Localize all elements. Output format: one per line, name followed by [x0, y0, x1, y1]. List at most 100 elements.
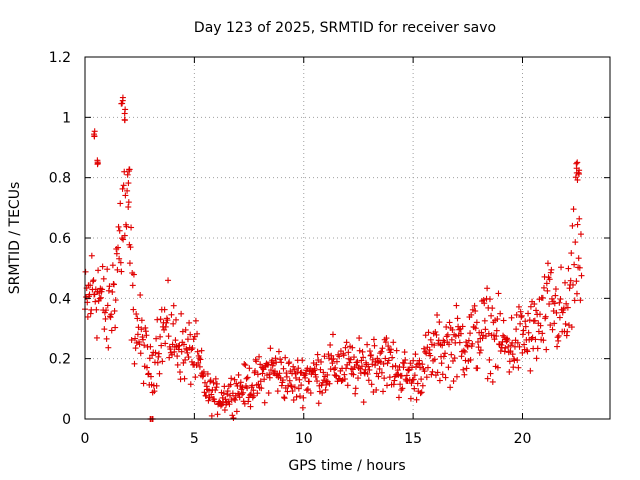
data-point — [201, 389, 208, 396]
data-point — [97, 294, 104, 301]
data-point — [423, 374, 430, 381]
data-point — [105, 344, 112, 351]
data-point — [183, 345, 190, 352]
data-point — [514, 339, 521, 346]
data-point — [104, 266, 111, 273]
data-point — [87, 282, 94, 289]
data-point — [176, 342, 183, 349]
data-point — [537, 322, 544, 329]
data-point — [282, 354, 289, 361]
data-point — [414, 380, 421, 387]
data-point — [108, 311, 115, 318]
data-point — [99, 263, 106, 270]
data-point — [521, 341, 528, 348]
data-point — [155, 353, 162, 360]
data-point — [88, 306, 95, 313]
data-point — [141, 342, 148, 349]
data-point — [571, 261, 578, 268]
data-point — [525, 310, 532, 317]
data-point — [247, 403, 254, 410]
data-point — [482, 326, 489, 333]
data-point — [364, 341, 371, 348]
data-point — [434, 312, 441, 319]
data-point — [567, 277, 574, 284]
data-point — [368, 381, 375, 388]
data-point — [296, 393, 303, 400]
data-point — [82, 268, 89, 275]
data-point — [434, 369, 441, 376]
data-point — [384, 382, 391, 389]
data-point — [446, 319, 453, 326]
data-point — [546, 301, 553, 308]
data-point — [283, 373, 290, 380]
y-tick-label: 0.4 — [49, 291, 71, 307]
axis-ticks: 0 5 10 15 20 0 0.2 0.4 0.6 0.8 1 1.2 — [49, 50, 610, 447]
data-point — [447, 384, 454, 391]
data-point — [129, 282, 136, 289]
data-point — [115, 223, 122, 230]
data-point — [288, 383, 295, 390]
data-point — [103, 335, 110, 342]
data-point — [527, 303, 534, 310]
data-point — [355, 375, 361, 382]
data-point — [252, 367, 259, 374]
data-point — [393, 347, 400, 354]
data-point — [424, 364, 431, 371]
y-tick-label: 1.2 — [49, 50, 71, 66]
data-point — [140, 380, 147, 387]
data-point — [420, 345, 427, 352]
data-point — [329, 331, 336, 338]
data-point — [126, 260, 133, 267]
data-point — [189, 345, 196, 352]
data-point — [562, 320, 569, 327]
data-point — [237, 379, 244, 386]
data-point — [431, 342, 438, 349]
data-point — [257, 361, 264, 368]
data-point — [271, 368, 278, 375]
data-point — [509, 351, 516, 358]
data-point — [346, 359, 353, 366]
data-point — [371, 342, 378, 349]
data-point — [413, 396, 420, 403]
data-point — [573, 278, 580, 285]
data-point — [254, 390, 261, 397]
data-point — [208, 391, 215, 398]
data-point — [564, 328, 571, 335]
data-point — [345, 349, 352, 356]
data-point — [522, 323, 529, 330]
data-point — [93, 306, 100, 313]
data-point — [116, 255, 123, 262]
data-point — [205, 387, 212, 394]
data-point — [380, 360, 387, 367]
data-point — [429, 368, 436, 375]
data-point — [575, 255, 582, 262]
data-point — [343, 339, 350, 346]
data-point — [266, 371, 273, 378]
data-point — [235, 371, 242, 378]
data-point — [225, 398, 232, 405]
data-point — [344, 382, 351, 389]
data-point — [130, 306, 137, 313]
data-point — [454, 315, 461, 322]
data-point — [416, 357, 423, 364]
data-point — [320, 369, 327, 376]
data-point — [378, 348, 385, 355]
data-point — [194, 348, 201, 355]
data-point — [123, 223, 130, 230]
data-point — [539, 294, 546, 301]
data-point — [514, 357, 521, 364]
data-point — [422, 348, 429, 355]
data-point — [214, 411, 221, 418]
data-point — [227, 381, 234, 388]
data-point — [463, 365, 470, 372]
data-point — [213, 384, 220, 391]
data-point — [165, 333, 172, 340]
data-point — [217, 402, 224, 409]
data-point — [460, 366, 467, 373]
data-point — [124, 171, 131, 178]
data-point — [283, 370, 290, 377]
data-point — [120, 236, 127, 243]
data-point — [131, 360, 138, 367]
data-point — [547, 322, 554, 329]
